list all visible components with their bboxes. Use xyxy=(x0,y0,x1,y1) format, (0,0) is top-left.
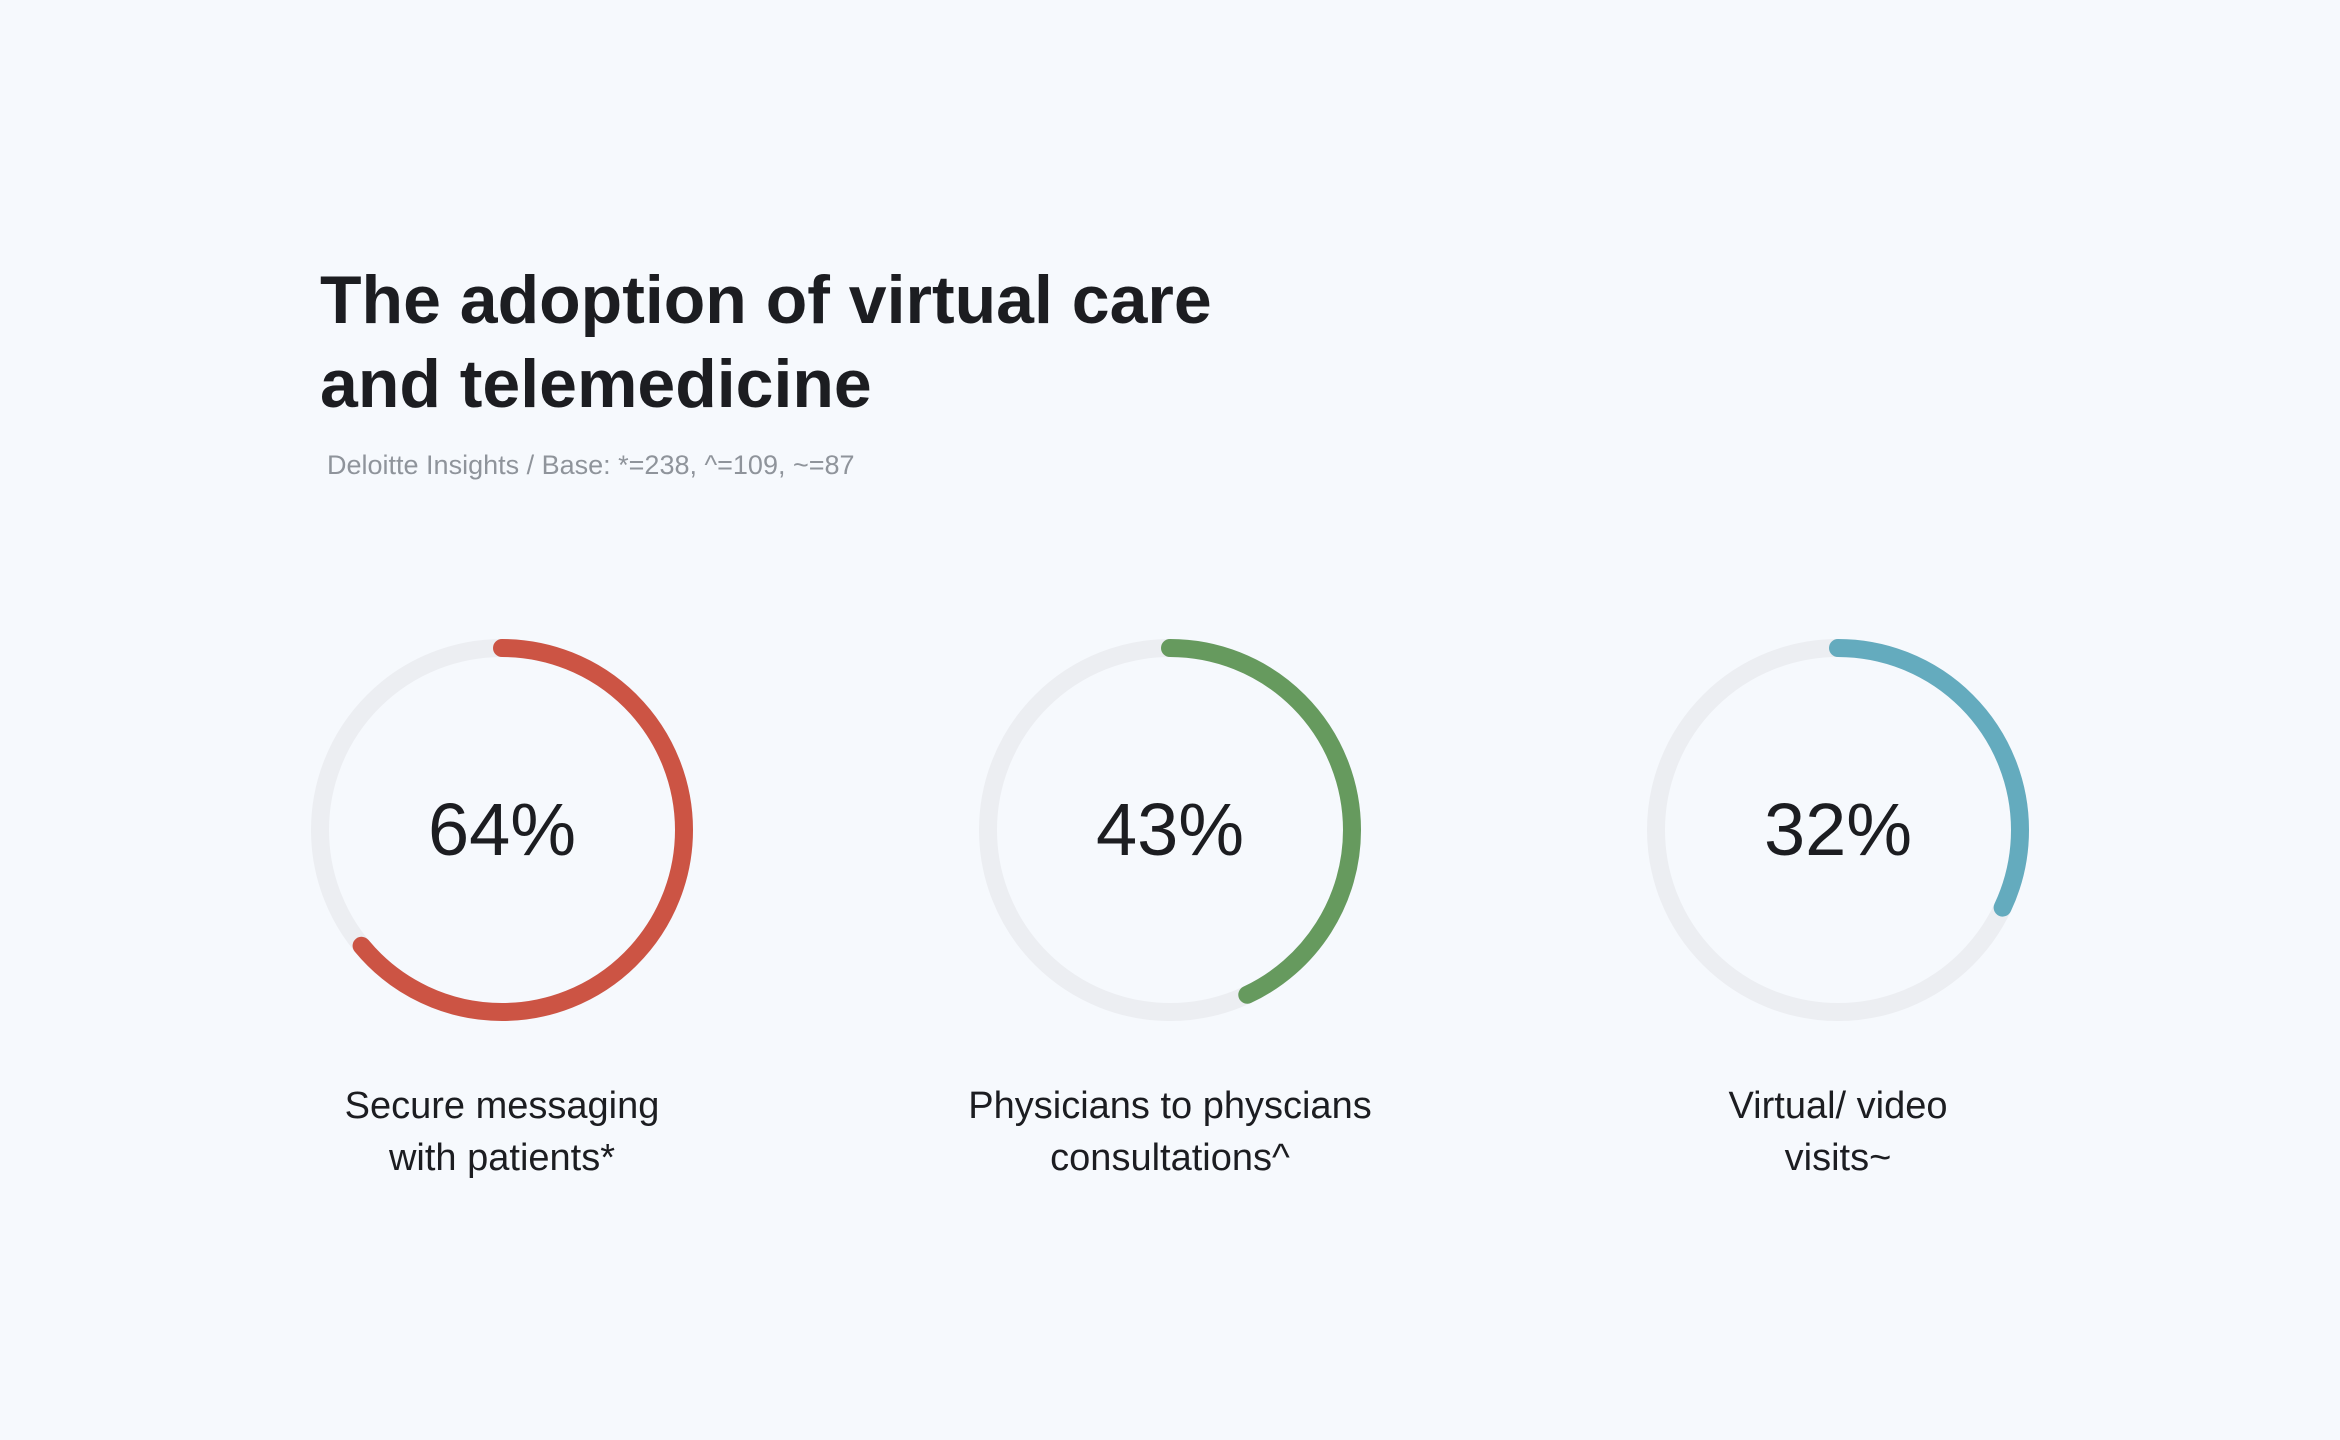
ring-svg-virtual-video-visits xyxy=(1647,639,2029,1021)
value-label-physician-consultations: 43% xyxy=(1095,788,1245,871)
value-label-virtual-video-visits: 32% xyxy=(1763,788,1913,871)
ring-chart-physician-consultations: 43% xyxy=(960,620,1380,1040)
category-label-secure-messaging: Secure messaging with patients* xyxy=(222,1080,782,1184)
ring-arc-secure-messaging xyxy=(311,639,693,1021)
ring-arc-virtual-video-visits xyxy=(1647,639,2029,1021)
value-label-secure-messaging: 64% xyxy=(427,788,577,871)
category-label-line: consultations^ xyxy=(1050,1137,1290,1179)
chart-title: The adoption of virtual care and telemed… xyxy=(320,262,1212,422)
category-label-line: Physicians to physcians xyxy=(968,1085,1372,1127)
ring-chart-secure-messaging: 64% xyxy=(292,620,712,1040)
ring-arc-physician-consultations xyxy=(979,639,1361,1021)
ring-svg-secure-messaging xyxy=(311,639,693,1021)
ring-chart-virtual-video-visits: 32% xyxy=(1628,620,2048,1040)
ring-svg-physician-consultations xyxy=(979,639,1361,1021)
category-label-line: Virtual/ video xyxy=(1728,1085,1948,1127)
category-label-line: visits~ xyxy=(1784,1137,1892,1179)
category-label-virtual-video-visits: Virtual/ video visits~ xyxy=(1558,1080,2118,1184)
category-label-physician-consultations: Physicians to physcians consultations^ xyxy=(890,1080,1450,1184)
category-label-line: with patients* xyxy=(388,1137,615,1179)
category-label-line: Secure messaging xyxy=(344,1085,660,1127)
chart-subtitle: Deloitte Insights / Base: *=238, ^=109, … xyxy=(327,450,855,480)
